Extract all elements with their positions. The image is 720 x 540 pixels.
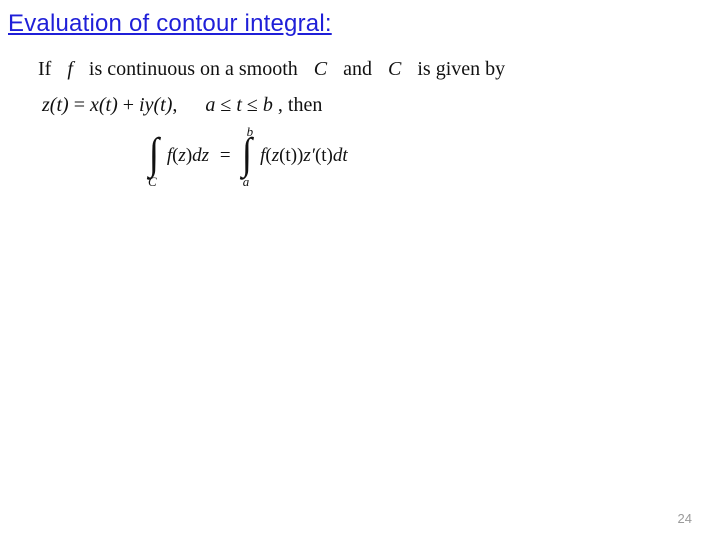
- integral-right: b ∫ a: [241, 134, 253, 178]
- var-z: z: [178, 145, 185, 166]
- page-number: 24: [678, 511, 692, 526]
- arg: (t): [315, 145, 333, 166]
- text-line-2: z(t) = x(t) + iy(t), a ≤ t ≤ b , then: [42, 90, 678, 120]
- punct-comma: ,: [273, 94, 283, 116]
- var-C: C: [388, 58, 401, 80]
- text: is continuous on a smooth: [89, 58, 298, 80]
- display-equation: ∫ C f(z)dz = b ∫ a f(z(t))z′(t)dt: [148, 134, 678, 206]
- integral-sign-icon: ∫: [149, 134, 159, 174]
- punct-comma: ,: [172, 94, 177, 116]
- differential: dt: [333, 145, 348, 166]
- limit-lower: a: [243, 172, 250, 192]
- var-a: a: [205, 94, 215, 116]
- text-then: then: [283, 94, 322, 116]
- op-plus: +: [118, 94, 139, 116]
- var-b: b: [263, 94, 273, 116]
- text: and: [343, 58, 372, 80]
- arg: (t): [50, 94, 69, 116]
- op-eq: =: [220, 142, 231, 171]
- arg: (t): [99, 94, 118, 116]
- slide-body: If f is continuous on a smooth C and C i…: [38, 54, 678, 206]
- differential: dz: [192, 145, 209, 166]
- arg: (t): [279, 145, 297, 166]
- integrand-left: f(z)dz: [167, 142, 209, 171]
- text: is given by: [417, 58, 505, 80]
- limit-lower: C: [148, 172, 157, 192]
- integrand-right: f(z(t))z′(t)dt: [260, 142, 348, 171]
- slide-title: Evaluation of contour integral:: [8, 10, 332, 38]
- var-x: x: [90, 94, 99, 116]
- var-f: f: [67, 58, 73, 80]
- integral-sign-icon: ∫: [242, 134, 252, 174]
- arg: (t): [153, 94, 172, 116]
- op-le: ≤: [242, 94, 263, 116]
- slide: Evaluation of contour integral: If f is …: [0, 0, 720, 540]
- op-le: ≤: [215, 94, 236, 116]
- text-line-1: If f is continuous on a smooth C and C i…: [38, 54, 678, 84]
- var-zprime: z′: [303, 145, 315, 166]
- integral-left: ∫ C: [148, 134, 160, 178]
- text: If: [38, 58, 51, 80]
- var-C: C: [314, 58, 327, 80]
- var-z: z: [42, 94, 50, 116]
- op-eq: =: [69, 94, 90, 116]
- var-z: z: [272, 145, 279, 166]
